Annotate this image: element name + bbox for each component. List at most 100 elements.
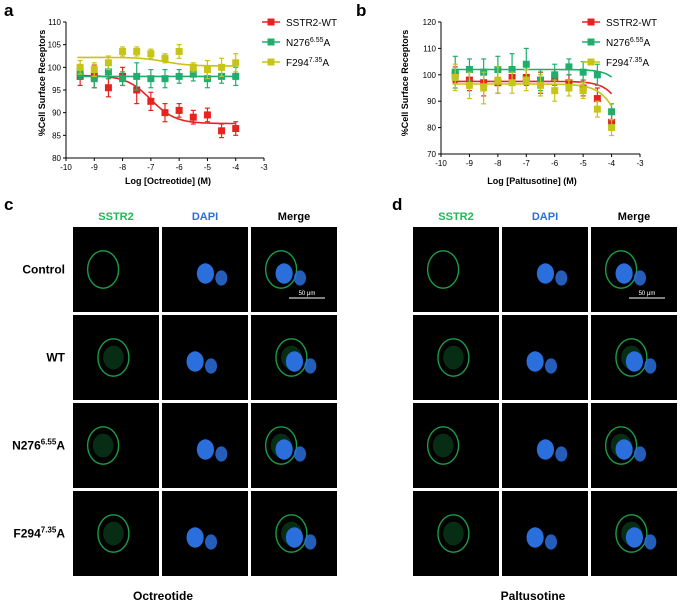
legend-marker xyxy=(267,58,275,66)
x-tick-label: -10 xyxy=(435,159,447,168)
nucleus xyxy=(644,358,657,374)
data-point-wt xyxy=(161,109,169,117)
x-tick-label: -10 xyxy=(60,163,72,172)
nucleus xyxy=(186,527,204,548)
y-tick-label: 120 xyxy=(423,18,437,27)
fit-curve-f294 xyxy=(452,83,613,107)
x-tick-label: -7 xyxy=(523,159,531,168)
micrograph-tile xyxy=(73,315,159,400)
panel-label-c: c xyxy=(4,195,13,214)
y-tick-label: 80 xyxy=(427,124,436,133)
caption-octreotide: Octreotide xyxy=(133,589,193,603)
data-point-n276 xyxy=(522,60,530,68)
nucleus xyxy=(285,527,304,548)
fit-curve-f294 xyxy=(77,56,236,67)
y-tick-label: 100 xyxy=(423,71,437,80)
micrograph-tile xyxy=(413,491,499,576)
scale-bar-label: 50 μm xyxy=(639,291,656,297)
nucleus xyxy=(205,534,218,550)
data-point-n276 xyxy=(551,71,559,79)
cell-membrane xyxy=(426,250,460,289)
cell-interior xyxy=(92,433,114,458)
row-label: WT xyxy=(46,351,65,365)
nucleus xyxy=(615,263,633,284)
data-point-wt xyxy=(104,84,112,92)
legend-label: F2947.35A xyxy=(606,57,649,69)
data-point-f294 xyxy=(451,73,459,81)
cell-membrane xyxy=(437,338,470,377)
nucleus xyxy=(215,446,228,462)
data-point-f294 xyxy=(119,47,127,55)
data-point-n276 xyxy=(232,72,240,80)
nucleus xyxy=(526,351,544,372)
data-point-f294 xyxy=(465,81,473,89)
legend-label: SSTR2-WT xyxy=(606,18,657,29)
column-header-sstr2: SSTR2 xyxy=(98,211,133,223)
data-point-f294 xyxy=(508,79,516,87)
data-point-n276 xyxy=(579,68,587,76)
legend-marker xyxy=(267,38,275,46)
data-point-wt xyxy=(593,95,601,103)
y-tick-label: 110 xyxy=(423,44,436,53)
data-point-f294 xyxy=(608,124,616,132)
x-tick-label: -8 xyxy=(494,159,502,168)
x-tick-label: -9 xyxy=(91,163,99,172)
row-label: N2766.55A xyxy=(12,438,65,453)
data-point-n276 xyxy=(104,68,112,76)
nucleus xyxy=(634,446,647,462)
cell-membrane xyxy=(264,250,298,289)
nucleus xyxy=(215,270,228,286)
nucleus xyxy=(615,439,633,460)
data-point-n276 xyxy=(161,75,169,83)
microscopy-panel-c: SSTR2 DAPI Merge 50 μm Control WT N2766.55A F29… xyxy=(12,211,337,576)
chart-paltusotine: %Cell Surface Receptors Log [Paltusotine… xyxy=(400,18,644,186)
data-point-f294 xyxy=(218,63,226,71)
column-header-sstr2: SSTR2 xyxy=(438,211,473,223)
cell-interior xyxy=(432,433,454,458)
data-point-f294 xyxy=(494,76,502,84)
scale-bar-label: 50 μm xyxy=(299,291,316,297)
legend-label: SSTR2-WT xyxy=(286,18,337,29)
nucleus xyxy=(186,351,204,372)
data-point-f294 xyxy=(537,81,544,89)
nucleus xyxy=(304,534,317,550)
nucleus xyxy=(205,358,218,374)
nucleus xyxy=(555,270,568,286)
panel-label-b: b xyxy=(356,1,366,20)
data-point-n276 xyxy=(465,66,473,74)
y-tick-label: 90 xyxy=(52,109,61,118)
fit-curve-wt xyxy=(77,74,236,125)
cell-membrane xyxy=(604,426,638,465)
x-tick-label: -4 xyxy=(608,159,616,168)
data-point-f294 xyxy=(161,54,169,62)
data-point-f294 xyxy=(480,84,488,92)
nucleus xyxy=(275,263,293,284)
micrograph-tile xyxy=(73,491,159,576)
cell-membrane xyxy=(604,250,638,289)
cell-membrane xyxy=(275,338,308,377)
x-tick-label: -6 xyxy=(551,159,559,168)
nucleus xyxy=(294,446,307,462)
data-point-wt xyxy=(189,113,197,121)
cell-membrane xyxy=(97,514,130,553)
data-point-f294 xyxy=(522,76,530,84)
nucleus xyxy=(196,263,215,284)
y-tick-label: 105 xyxy=(48,41,62,50)
cell-interior xyxy=(443,345,464,370)
nucleus xyxy=(275,439,293,460)
data-point-f294 xyxy=(90,66,98,74)
nucleus xyxy=(545,534,558,550)
nucleus xyxy=(304,358,317,374)
nucleus xyxy=(196,439,215,460)
micrograph-tile xyxy=(591,403,677,488)
data-point-n276 xyxy=(508,66,516,74)
legend-b: SSTR2-WT N2766.55A F2947.35A xyxy=(582,18,657,69)
cell-interior xyxy=(103,345,124,370)
data-point-f294 xyxy=(189,63,197,71)
x-tick-label: -7 xyxy=(147,163,155,172)
chart-b-ylabel: %Cell Surface Receptors xyxy=(400,30,410,137)
legend-label: F2947.35A xyxy=(286,57,329,69)
chart-a-ylabel: %Cell Surface Receptors xyxy=(37,30,47,137)
data-point-f294 xyxy=(133,47,141,55)
data-point-n276 xyxy=(175,72,183,80)
